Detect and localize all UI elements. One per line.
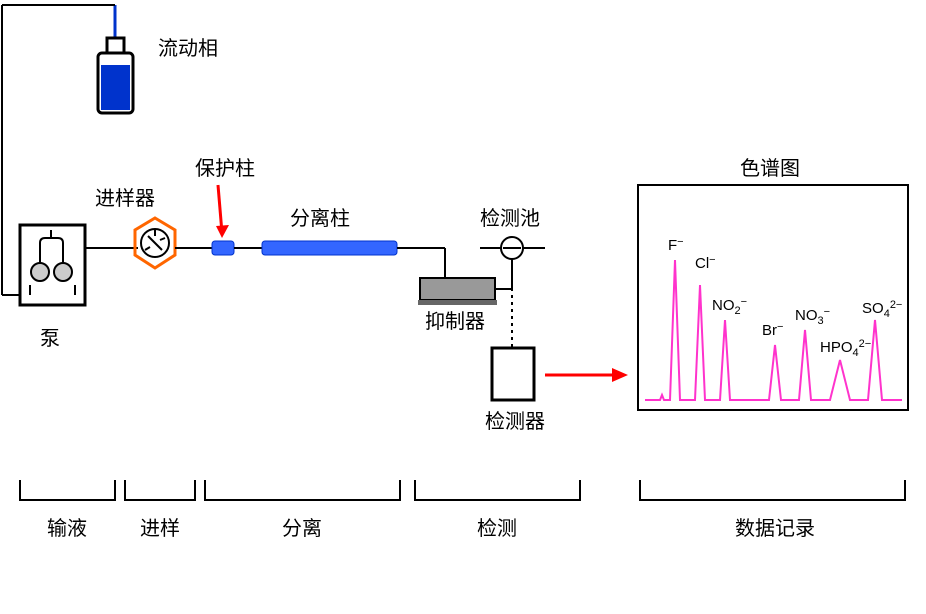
guard-column-icon (212, 241, 234, 255)
stage-detection-label: 检测 (477, 517, 517, 540)
pump-icon (20, 225, 85, 305)
mobile-phase-bottle (2, 5, 133, 113)
suppressor-icon (420, 278, 495, 300)
separation-column-icon (262, 241, 397, 255)
injector-label: 进样器 (95, 187, 155, 210)
stage-injection-label: 进样 (140, 517, 180, 540)
stage-brackets (20, 480, 905, 500)
pump-label: 泵 (40, 328, 60, 350)
detector-box-icon (492, 348, 534, 400)
guard-arrow-head (216, 225, 229, 238)
injector-icon (135, 218, 175, 268)
detector-cell-label: 检测池 (480, 207, 540, 230)
ic-schematic-diagram: 流动相 泵 进样器 保护柱 分离柱 (0, 0, 926, 614)
separation-column-label: 分离柱 (290, 207, 350, 230)
stage-separation-label: 分离 (282, 517, 322, 540)
guard-column-label: 保护柱 (195, 157, 255, 180)
detector-label: 检测器 (485, 410, 545, 433)
arrow-to-chromatogram-head (612, 368, 628, 382)
stage-delivery-label: 输液 (47, 517, 87, 540)
suppressor-label: 抑制器 (425, 310, 485, 333)
stage-recording-label: 数据记录 (735, 517, 815, 540)
chromatogram-title: 色谱图 (740, 157, 800, 180)
mobile-phase-label: 流动相 (158, 37, 218, 60)
